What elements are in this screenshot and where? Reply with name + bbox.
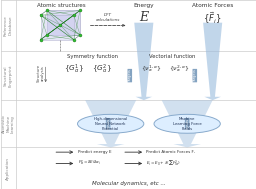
Text: Machine
Learning Force
Fields: Machine Learning Force Fields — [173, 117, 201, 131]
Text: E: E — [139, 12, 148, 24]
Text: $E_i=E_0+\lambda(\sum F^2_{i\alpha})$: $E_i=E_0+\lambda(\sum F^2_{i\alpha})$ — [146, 158, 181, 169]
Text: Application: Application — [6, 157, 10, 180]
Polygon shape — [40, 15, 74, 40]
Text: $\{\vec{F}_i\}$: $\{\vec{F}_i\}$ — [204, 10, 222, 26]
Text: Molecular dynamics, etc ...: Molecular dynamics, etc ... — [92, 181, 165, 186]
Polygon shape — [85, 100, 136, 147]
Text: Structure
analysis: Structure analysis — [36, 64, 45, 82]
Text: Inputs: Inputs — [185, 118, 189, 129]
Text: Reference
Database: Reference Database — [4, 15, 13, 36]
Polygon shape — [47, 10, 80, 35]
Text: Energy: Energy — [134, 3, 154, 8]
Text: Vectorial function: Vectorial function — [149, 54, 195, 59]
Ellipse shape — [78, 114, 144, 133]
Polygon shape — [203, 23, 222, 100]
Text: Symmetry function: Symmetry function — [67, 54, 118, 59]
Text: Atomic Forces: Atomic Forces — [192, 3, 233, 8]
Text: High-dimensional
Neural Network
Potential: High-dimensional Neural Network Potentia… — [93, 117, 128, 131]
Text: Predict Atomic Forces Fᵢ: Predict Atomic Forces Fᵢ — [146, 150, 195, 154]
Text: Atomistic
Machine
Learning: Atomistic Machine Learning — [2, 114, 15, 133]
Text: $\{\nu^{1,\alpha}_a\}$: $\{\nu^{1,\alpha}_a\}$ — [141, 64, 162, 74]
Text: DFT
calculations: DFT calculations — [96, 13, 120, 22]
Ellipse shape — [154, 114, 220, 133]
Text: Atomic structures: Atomic structures — [37, 3, 85, 8]
Text: $\{\nu^{2,\alpha}_a\}$: $\{\nu^{2,\alpha}_a\}$ — [169, 64, 190, 74]
Text: $\{G^2_\alpha\}$: $\{G^2_\alpha\}$ — [92, 62, 112, 76]
Text: Targets: Targets — [193, 69, 197, 82]
Text: Inputs: Inputs — [106, 118, 110, 129]
Text: $\{G^1_\alpha\}$: $\{G^1_\alpha\}$ — [64, 62, 84, 76]
Text: $F^y_\alpha=\partial E/\partial\alpha_i$: $F^y_\alpha=\partial E/\partial\alpha_i$ — [78, 159, 101, 168]
Polygon shape — [134, 23, 153, 100]
Text: Structural
Fingerprint: Structural Fingerprint — [4, 64, 13, 87]
Polygon shape — [162, 100, 213, 147]
Text: Predict energy E: Predict energy E — [78, 150, 111, 154]
Text: Targets: Targets — [128, 69, 132, 82]
